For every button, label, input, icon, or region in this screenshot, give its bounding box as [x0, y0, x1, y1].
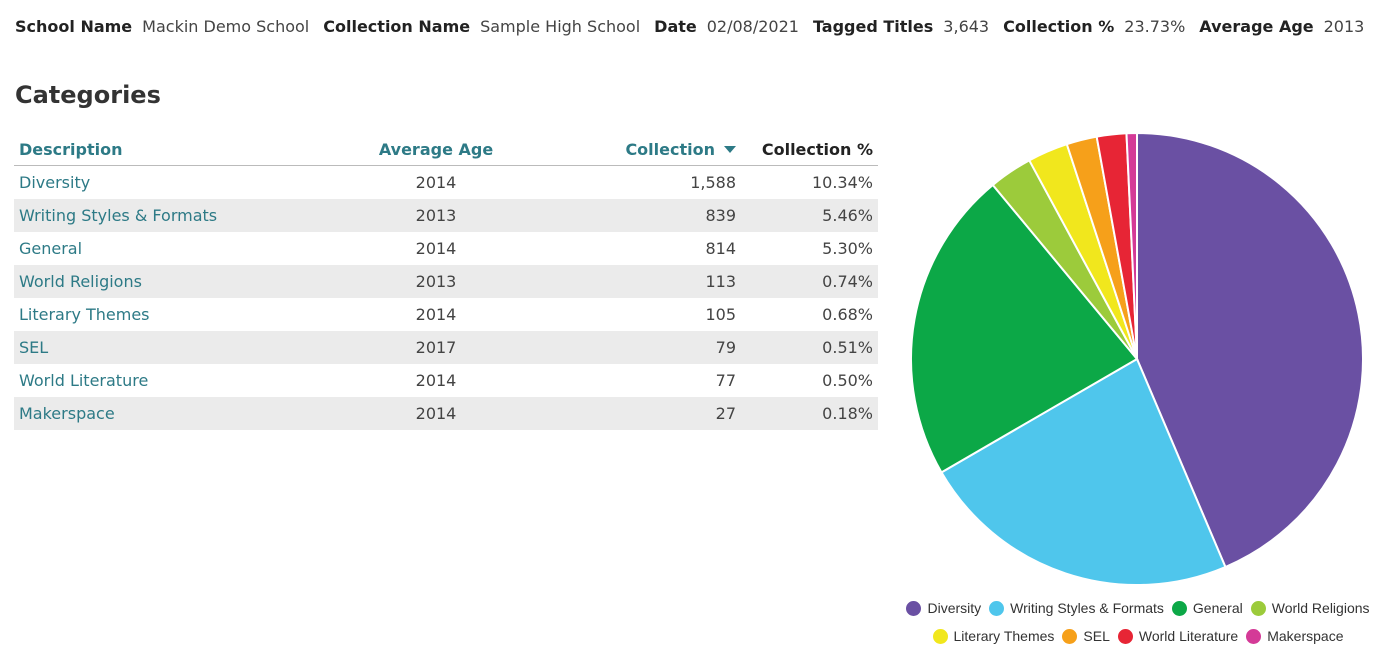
legend-item[interactable]: World Religions	[1250, 596, 1370, 621]
pie-slice-general[interactable]	[910, 183, 1139, 474]
legend-swatch	[1246, 629, 1262, 644]
column-header-collection-pct[interactable]: Collection %	[741, 134, 878, 166]
row-collection: 113	[531, 265, 741, 298]
row-collection-pct: 0.68%	[822, 305, 873, 324]
legend-swatch	[1250, 601, 1266, 616]
collection-pct-label: Collection %	[1003, 17, 1115, 36]
pie-slice-writing-styles-formats[interactable]	[940, 357, 1227, 586]
column-header-average-age[interactable]: Average Age	[341, 134, 531, 166]
date-value: 02/08/2021	[706, 17, 799, 36]
row-average-age: 2017	[341, 331, 531, 364]
row-collection-pct: 10.34%	[811, 173, 873, 192]
date-label: Date	[654, 17, 697, 36]
column-header-collection[interactable]: Collection	[531, 134, 741, 166]
row-description[interactable]: World Religions	[14, 265, 341, 298]
row-collection-pct: 0.50%	[822, 371, 873, 390]
collection-name-label: Collection Name	[323, 17, 471, 36]
row-collection: 77	[715, 371, 736, 390]
row-average-age: 2014	[415, 173, 457, 192]
table-row: SEL 2017 79 0.51%	[14, 331, 878, 364]
legend-label: Writing Styles & Formats	[1010, 600, 1164, 616]
summary-header: School Name Mackin Demo School Collectio…	[15, 17, 1390, 36]
legend-item[interactable]: Literary Themes	[932, 624, 1055, 649]
tagged-titles-value: 3,643	[943, 17, 990, 36]
table-header-row: Description Average Age Collection Colle…	[14, 134, 878, 166]
pie-slice-makerspace[interactable]	[1125, 131, 1138, 360]
row-average-age: 2013	[341, 265, 531, 298]
row-description[interactable]: World Literature	[19, 371, 149, 390]
legend-item[interactable]: SEL	[1062, 624, 1110, 649]
table-row: Literary Themes 2014 105 0.68%	[14, 298, 878, 331]
row-description[interactable]: SEL	[14, 331, 341, 364]
row-collection: 1,588	[690, 173, 736, 192]
legend-swatch	[906, 601, 922, 616]
legend-label: Makerspace	[1267, 628, 1344, 644]
row-description[interactable]: General	[19, 239, 83, 258]
legend-item[interactable]: Makerspace	[1246, 624, 1343, 649]
legend-swatch	[1171, 601, 1187, 616]
legend-label: Diversity	[927, 600, 982, 616]
row-collection: 814	[705, 239, 736, 258]
legend-swatch	[1062, 629, 1078, 644]
row-collection-pct: 0.51%	[741, 331, 878, 364]
column-header-description[interactable]: Description	[14, 134, 341, 166]
table-row: General 2014 814 5.30%	[14, 232, 878, 265]
column-header-collection-label: Collection	[625, 140, 715, 159]
row-description[interactable]: Writing Styles & Formats	[14, 199, 341, 232]
row-collection: 105	[705, 305, 736, 324]
legend-item[interactable]: Writing Styles & Formats	[989, 596, 1164, 621]
school-name-label: School Name	[15, 17, 133, 36]
category-pie-chart	[910, 131, 1364, 586]
row-average-age: 2014	[415, 239, 457, 258]
legend-label: SEL	[1083, 628, 1110, 644]
table-row: Diversity 2014 1,588 10.34%	[14, 166, 878, 200]
categories-table: Description Average Age Collection Colle…	[14, 134, 878, 430]
page-title: Categories	[15, 81, 161, 109]
row-collection: 839	[531, 199, 741, 232]
row-collection-pct: 0.74%	[741, 265, 878, 298]
row-description[interactable]: Makerspace	[14, 397, 341, 430]
tagged-titles-label: Tagged Titles	[812, 17, 934, 36]
legend-swatch	[989, 601, 1005, 616]
legend-label: World Religions	[1271, 600, 1370, 616]
row-description[interactable]: Literary Themes	[19, 305, 150, 324]
legend-item[interactable]: General	[1171, 596, 1243, 621]
legend-swatch	[1117, 629, 1133, 644]
pie-slice-diversity[interactable]	[1136, 131, 1364, 569]
chart-legend: Diversity Writing Styles & Formats General…	[890, 596, 1386, 652]
row-average-age: 2014	[341, 397, 531, 430]
collection-name-value: Sample High School	[480, 17, 641, 36]
row-average-age: 2014	[415, 305, 457, 324]
row-average-age: 2014	[415, 371, 457, 390]
row-collection: 27	[531, 397, 741, 430]
legend-label: General	[1192, 600, 1243, 616]
table-row: Makerspace 2014 27 0.18%	[14, 397, 878, 430]
legend-item[interactable]: Diversity	[906, 596, 981, 621]
collection-pct-value: 23.73%	[1124, 17, 1186, 36]
table-row: World Literature 2014 77 0.50%	[14, 364, 878, 397]
row-average-age: 2013	[341, 199, 531, 232]
legend-swatch	[932, 629, 948, 644]
table-row: Writing Styles & Formats 2013 839 5.46%	[14, 199, 878, 232]
row-collection-pct: 5.30%	[822, 239, 873, 258]
row-collection: 79	[531, 331, 741, 364]
sort-descending-icon	[724, 146, 736, 153]
row-collection-pct: 0.18%	[741, 397, 878, 430]
average-age-label: Average Age	[1199, 17, 1314, 36]
legend-item[interactable]: World Literature	[1117, 624, 1239, 649]
row-description[interactable]: Diversity	[19, 173, 91, 192]
average-age-value: 2013	[1323, 17, 1365, 36]
school-name-value: Mackin Demo School	[142, 17, 310, 36]
row-collection-pct: 5.46%	[741, 199, 878, 232]
legend-label: Literary Themes	[953, 628, 1055, 644]
legend-label: World Literature	[1138, 628, 1239, 644]
table-row: World Religions 2013 113 0.74%	[14, 265, 878, 298]
table-body: Diversity 2014 1,588 10.34% Writing Styles &…	[14, 166, 878, 430]
